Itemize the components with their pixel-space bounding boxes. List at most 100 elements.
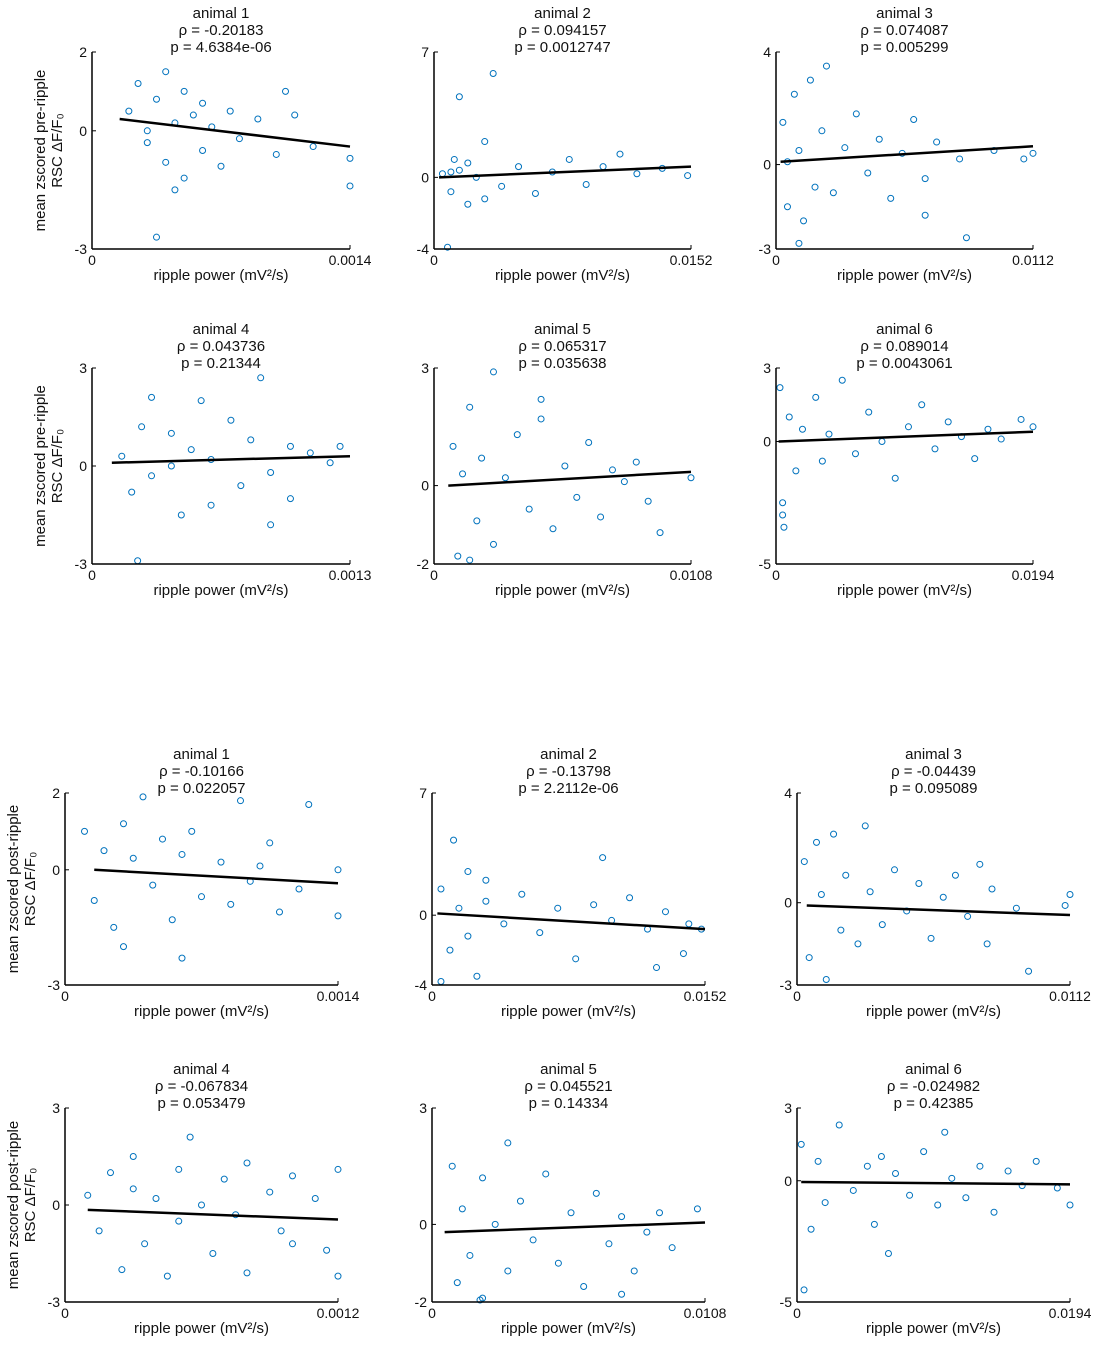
data-point xyxy=(148,393,156,401)
data-point xyxy=(818,127,826,135)
data-point xyxy=(878,921,886,929)
x-axis-label: ripple power (mV²/s) xyxy=(495,267,630,284)
x-tick-label: 0 xyxy=(88,252,96,268)
regression-line xyxy=(119,117,351,148)
data-point xyxy=(437,885,445,893)
data-point xyxy=(455,904,463,912)
data-point xyxy=(491,1220,499,1228)
panel-title-line: animal 1 xyxy=(173,746,230,763)
data-point xyxy=(807,1225,815,1233)
data-point xyxy=(653,964,661,972)
data-point xyxy=(1004,1167,1012,1175)
data-point xyxy=(780,523,788,531)
y-tick-label: 3 xyxy=(79,360,87,376)
x-axis-label: ripple power (mV²/s) xyxy=(501,1320,636,1337)
data-point xyxy=(286,442,294,450)
data-point xyxy=(842,871,850,879)
x-tick-label: 0 xyxy=(772,252,780,268)
data-point xyxy=(334,912,342,920)
data-point xyxy=(498,182,506,190)
y-tick-label: 0 xyxy=(763,157,771,173)
data-point xyxy=(1066,1201,1074,1209)
panel-title-line: p = 0.022057 xyxy=(157,780,245,797)
data-point xyxy=(941,1128,949,1136)
data-point xyxy=(120,820,127,828)
data-point xyxy=(887,194,895,202)
data-point xyxy=(482,897,490,905)
data-point xyxy=(504,1267,512,1275)
data-point xyxy=(81,827,88,835)
data-point xyxy=(446,946,454,954)
data-point xyxy=(476,1296,484,1304)
data-point xyxy=(84,1191,92,1199)
data-point xyxy=(311,1195,319,1203)
x-tick-label: 0 xyxy=(793,1305,801,1321)
x-axis-label: ripple power (mV²/s) xyxy=(134,1320,269,1337)
x-axis-label: ripple power (mV²/s) xyxy=(153,582,288,599)
regression-line xyxy=(94,868,339,885)
data-point xyxy=(988,885,996,893)
data-point xyxy=(561,462,569,470)
data-point xyxy=(139,793,147,801)
data-point xyxy=(143,139,151,147)
data-point xyxy=(305,801,313,809)
data-point xyxy=(951,871,959,879)
data-point xyxy=(1017,415,1025,423)
x-tick-label: 0 xyxy=(772,567,780,583)
y-tick-label: 0 xyxy=(419,907,427,923)
y-tick-label: 4 xyxy=(763,44,771,60)
panel-title-line: ρ = -0.024982 xyxy=(887,1078,980,1095)
data-point xyxy=(976,860,984,868)
data-point xyxy=(455,166,463,174)
data-point xyxy=(326,459,334,467)
data-point xyxy=(921,211,929,219)
data-point xyxy=(118,452,126,460)
data-point xyxy=(501,474,509,482)
regression-line xyxy=(437,912,706,931)
data-point xyxy=(266,839,274,847)
data-point xyxy=(141,1240,149,1248)
data-point xyxy=(276,908,283,916)
data-point xyxy=(618,1290,626,1298)
data-point xyxy=(134,80,142,88)
panel-title-line: p = 0.42385 xyxy=(894,1095,974,1112)
data-point xyxy=(162,68,170,76)
data-point xyxy=(171,186,179,194)
panel-title-line: animal 3 xyxy=(876,5,933,22)
data-point xyxy=(656,529,664,537)
x-tick-label: 0.0012 xyxy=(317,1305,360,1321)
data-point xyxy=(884,1250,892,1257)
x-axis-label: ripple power (mV²/s) xyxy=(866,1003,1001,1020)
x-tick-label: 0.0194 xyxy=(1012,567,1055,583)
data-point xyxy=(572,955,580,963)
data-point xyxy=(267,469,275,477)
panel-title-line: ρ = -0.13798 xyxy=(526,763,611,780)
data-point xyxy=(599,854,607,862)
data-point xyxy=(838,376,846,384)
panel-title-line: p = 0.035638 xyxy=(518,355,606,372)
panel-title-line: ρ = 0.089014 xyxy=(860,338,948,355)
data-point xyxy=(825,430,833,438)
y-axis-label: RSC ΔF/F₀ xyxy=(22,1168,39,1243)
data-point xyxy=(189,111,197,119)
data-point xyxy=(554,904,562,912)
data-point xyxy=(167,462,175,470)
data-point xyxy=(478,454,486,462)
data-point xyxy=(818,457,826,465)
panel-title-line: animal 2 xyxy=(534,5,591,22)
data-point xyxy=(921,175,929,183)
data-point xyxy=(948,1174,956,1182)
y-tick-label: 3 xyxy=(763,360,771,376)
panel-title-line: ρ = 0.045521 xyxy=(524,1078,612,1095)
data-point xyxy=(800,1286,808,1294)
regression-line xyxy=(448,470,692,487)
y-axis-label: mean zscored post-ripple xyxy=(5,805,22,973)
data-point xyxy=(776,384,784,392)
data-point xyxy=(149,881,157,889)
data-point xyxy=(220,1175,228,1183)
data-point xyxy=(504,1139,512,1147)
y-tick-label: -2 xyxy=(417,556,430,572)
data-point xyxy=(962,1194,970,1202)
